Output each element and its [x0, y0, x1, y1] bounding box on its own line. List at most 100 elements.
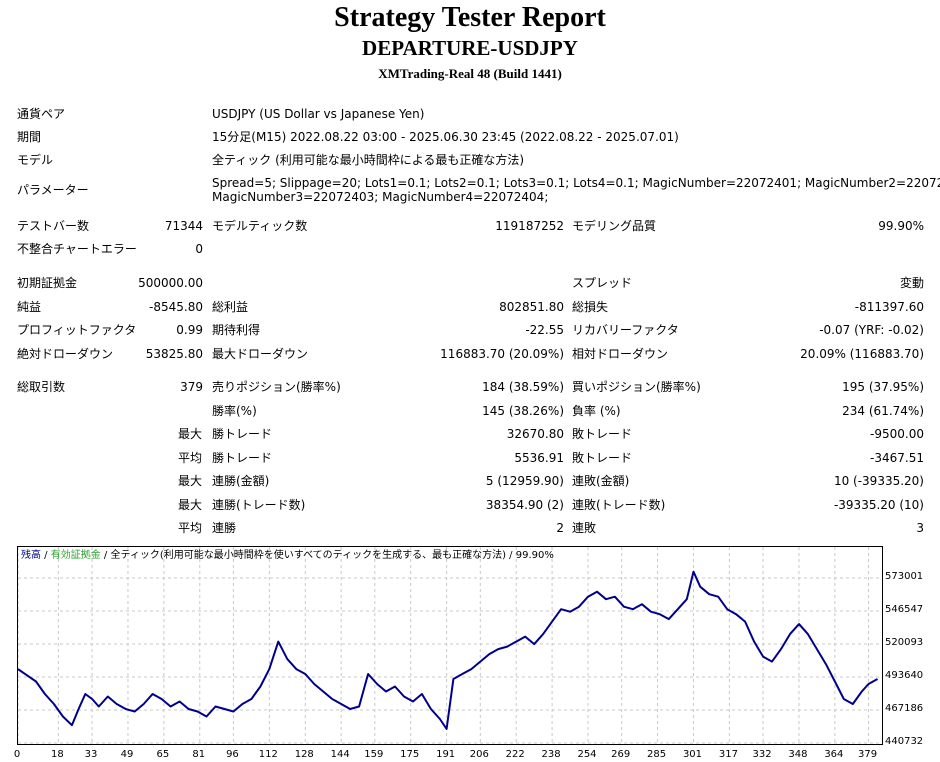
symbol-value: USDJPY (US Dollar vs Japanese Yen) — [212, 107, 425, 121]
legend-model: 全ティック(利用可能な最小時間枠を使いすべてのティックを生成する、最も正確な方法… — [110, 550, 506, 561]
symbol-label: 通貨ペア — [17, 107, 66, 121]
server-info: XMTrading-Real 48 (Build 1441) — [378, 66, 562, 81]
report-subtitle: DEPARTURE-USDJPY — [362, 36, 578, 60]
profit-factor-value: 0.99 — [176, 323, 203, 337]
short-positions-label: 売りポジション(勝率%) — [212, 380, 341, 394]
y-tick-label: 440732 — [885, 736, 924, 747]
x-tick-label: 144 — [330, 749, 350, 760]
max-prefix-2: 最大 — [178, 474, 203, 488]
y-tick-label: 573001 — [885, 570, 924, 582]
spread-value: 変動 — [899, 276, 924, 290]
mismatch-label: 不整合チャートエラー — [17, 242, 137, 256]
avg-win-trade-label: 勝トレード — [212, 451, 273, 465]
avg-win-trade-value: 5536.91 — [514, 451, 564, 465]
max-loss-trade-value: -9500.00 — [870, 427, 924, 441]
net-profit-value: -8545.80 — [149, 300, 203, 314]
x-tick-label: 317 — [718, 749, 738, 760]
win-rate-value: 145 (38.26%) — [482, 404, 564, 418]
legend-quality: 99.90% — [515, 550, 554, 561]
x-tick-label: 0 — [13, 749, 21, 760]
avg-loss-trade-label: 敗トレード — [572, 451, 633, 465]
max-drawdown-value: 116883.70 (20.09%) — [440, 347, 564, 361]
quality-label: モデリング品質 — [572, 219, 657, 233]
total-trades-value: 379 — [180, 380, 203, 394]
x-tick-label: 222 — [505, 749, 525, 760]
model-label: モデル — [17, 153, 54, 167]
x-tick-label: 96 — [226, 749, 239, 760]
net-profit-label: 純益 — [17, 300, 42, 314]
params-label: パラメーター — [17, 183, 89, 197]
x-tick-label: 191 — [436, 749, 456, 760]
legend-sep-1: / — [41, 550, 51, 561]
loss-rate-value: 234 (61.74%) — [842, 404, 924, 418]
legend-sep-2: / — [100, 550, 111, 561]
cons-loss-amount-label: 連敗(金額) — [572, 474, 630, 488]
total-trades-label: 総取引数 — [17, 380, 66, 394]
params-line-1: Spread=5; Slippage=20; Lots1=0.1; Lots2=… — [212, 176, 940, 190]
profit-factor-label: プロフィットファクタ — [17, 323, 137, 337]
y-tick-label: 493640 — [885, 669, 924, 681]
x-tick-label: 33 — [84, 749, 98, 760]
gross-profit-value: 802851.80 — [499, 300, 564, 314]
x-tick-label: 332 — [752, 749, 772, 760]
gross-loss-label: 総損失 — [572, 300, 609, 314]
x-tick-label: 285 — [647, 749, 667, 760]
y-tick-label: 546547 — [885, 603, 924, 615]
x-tick-label: 379 — [857, 749, 878, 760]
x-tick-label: 112 — [258, 749, 278, 760]
avg-prefix: 平均 — [178, 451, 203, 465]
period-label: 期間 — [17, 130, 42, 144]
x-tick-label: 254 — [577, 749, 597, 760]
cons-loss-count-value: -39335.20 (10) — [833, 498, 924, 512]
rel-drawdown-label: 相対ドローダウン — [572, 347, 669, 361]
ticks-value: 119187252 — [495, 219, 564, 233]
model-value: 全ティック (利用可能な最小時間枠による最も正確な方法) — [212, 153, 525, 167]
balance-series-line — [18, 570, 878, 730]
balance-chart-svg — [18, 547, 882, 744]
x-tick-label: 238 — [541, 749, 561, 760]
gross-profit-label: 総利益 — [212, 300, 249, 314]
x-tick-label: 364 — [824, 749, 844, 760]
max-prefix-3: 最大 — [178, 498, 203, 512]
period-value: 15分足(M15) 2022.08.22 03:00 - 2025.06.30 … — [212, 130, 679, 144]
max-drawdown-label: 最大ドローダウン — [212, 347, 309, 361]
x-tick-label: 175 — [400, 749, 420, 760]
x-tick-label: 18 — [51, 749, 64, 760]
bars-value: 71344 — [164, 219, 203, 233]
x-tick-label: 49 — [120, 749, 134, 760]
rel-drawdown-value: 20.09% (116883.70) — [800, 347, 924, 361]
cons-loss-count-label: 連敗(トレード数) — [572, 498, 666, 512]
quality-value: 99.90% — [878, 219, 924, 233]
avg-prefix-2: 平均 — [178, 521, 203, 535]
avg-cons-win-label: 連勝 — [212, 521, 237, 535]
max-prefix: 最大 — [178, 427, 203, 441]
avg-cons-loss-label: 連敗 — [572, 521, 597, 535]
recovery-factor-label: リカバリーファクタ — [572, 323, 679, 337]
x-tick-label: 81 — [192, 749, 206, 760]
legend-balance: 残高 — [21, 550, 41, 561]
cons-win-count-value: 38354.90 (2) — [485, 498, 564, 512]
balance-chart — [17, 546, 883, 745]
abs-drawdown-value: 53825.80 — [145, 347, 203, 361]
cons-win-count-label: 連勝(トレード数) — [212, 498, 306, 512]
cons-loss-amount-value: 10 (-39335.20) — [833, 474, 924, 488]
long-positions-value: 195 (37.95%) — [842, 380, 924, 394]
x-tick-label: 348 — [788, 749, 808, 760]
x-tick-label: 301 — [682, 749, 703, 760]
params-line-2: MagicNumber3=22072403; MagicNumber4=2207… — [212, 190, 549, 204]
bars-label: テストバー数 — [17, 219, 90, 233]
x-tick-label: 65 — [156, 749, 170, 760]
avg-cons-loss-value: 3 — [916, 521, 924, 535]
avg-cons-win-value: 2 — [556, 521, 564, 535]
y-tick-label: 520093 — [885, 636, 924, 648]
x-tick-label: 128 — [294, 749, 314, 760]
report-title: Strategy Tester Report — [334, 2, 606, 33]
max-win-trade-label: 勝トレード — [212, 427, 273, 441]
max-loss-trade-label: 敗トレード — [572, 427, 633, 441]
x-tick-label: 206 — [469, 749, 489, 760]
recovery-factor-value: -0.07 (YRF: -0.02) — [819, 323, 924, 337]
max-win-trade-value: 32670.80 — [506, 427, 564, 441]
cons-win-amount-value: 5 (12959.90) — [485, 474, 564, 488]
x-tick-label: 269 — [611, 749, 631, 760]
x-tick-label: 159 — [364, 749, 384, 760]
